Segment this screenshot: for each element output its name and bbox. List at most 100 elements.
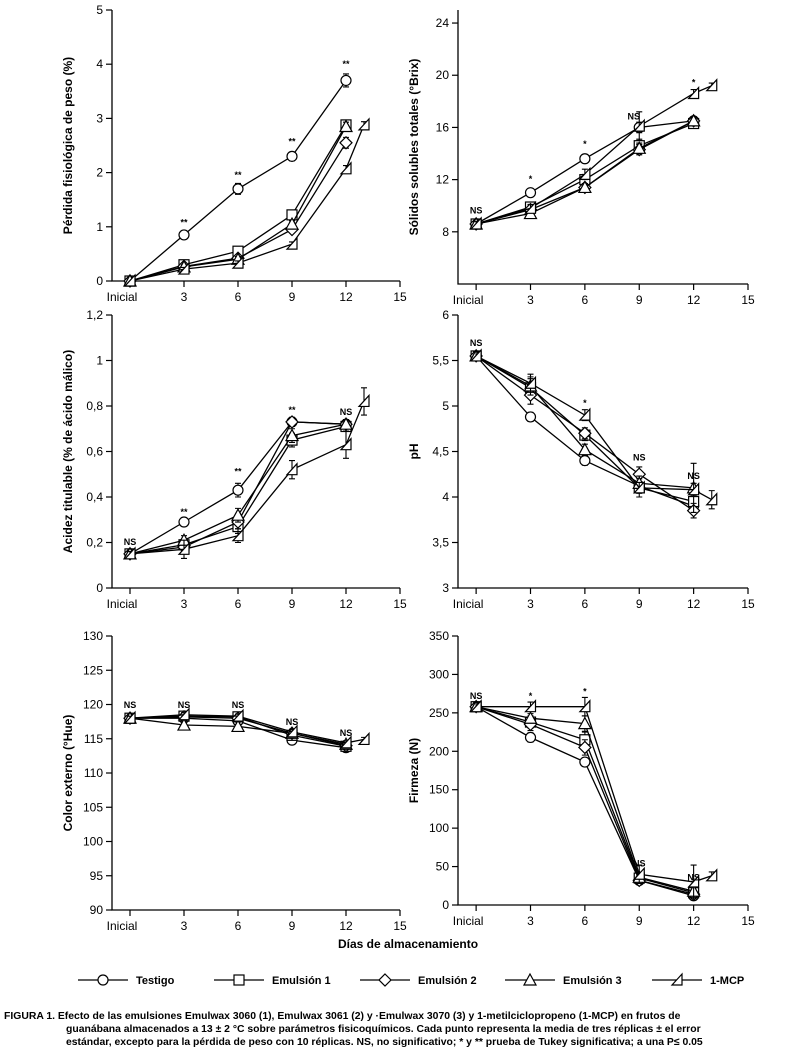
y-tick-label: 8 xyxy=(442,225,449,239)
y-axis-label: Firmeza (N) xyxy=(407,738,421,803)
y-tick-label: 4,5 xyxy=(432,445,449,459)
significance-label: ** xyxy=(288,405,296,415)
halftriangle-marker xyxy=(285,462,298,476)
y-tick-label: 24 xyxy=(436,16,450,30)
significance-label: NS xyxy=(340,407,353,417)
significance-label: * xyxy=(529,174,533,184)
axes xyxy=(457,10,748,285)
halftriangle-marker xyxy=(339,161,352,175)
triangle-marker xyxy=(577,716,592,730)
x-tick-label: 12 xyxy=(687,914,701,928)
significance-label: * xyxy=(583,139,587,149)
y-tick-label: 150 xyxy=(429,783,449,797)
x-tick-label: 3 xyxy=(527,914,534,928)
chart-panel-4: 3 3,5 4 4,5 5 5,5 6 Inicial 3 6 9 12 15 pH NS * NS NS xyxy=(407,308,755,611)
halftriangle-marker xyxy=(469,348,482,362)
halftriangle-marker xyxy=(339,735,352,749)
axes xyxy=(457,636,748,906)
significance-label: NS xyxy=(178,700,191,710)
x-tick-label: 9 xyxy=(289,597,296,611)
axes xyxy=(111,636,400,911)
y-tick-label: 110 xyxy=(84,766,103,780)
diamond-marker xyxy=(339,135,353,150)
x-tick-label: 6 xyxy=(235,597,242,611)
significance-label: * xyxy=(583,686,587,696)
x-tick-label: 15 xyxy=(393,597,407,611)
x-tick-label: 3 xyxy=(527,597,534,611)
significance-label: ** xyxy=(234,170,242,180)
series-line xyxy=(129,401,365,555)
halftriangle-marker xyxy=(632,118,645,132)
x-tick-label: 3 xyxy=(527,293,534,307)
caption-line: FIGURA 1. Efecto de las emulsiones Emulw… xyxy=(4,1011,681,1022)
halftriangle-marker xyxy=(469,216,482,230)
triangle-marker xyxy=(577,180,592,194)
series-emulsi-n-2 xyxy=(469,349,701,519)
circle-marker xyxy=(340,74,352,87)
x-tick-label: 3 xyxy=(181,919,188,933)
y-tick-label: 1 xyxy=(96,220,103,234)
y-axis-label: Acidez titulable (% de ácido málico) xyxy=(61,350,75,553)
chart-panel-6: 0 50 100 150 200 250 300 350 Inicial 3 6 9 12 15 Firme… xyxy=(407,629,755,928)
x-tick-label: 12 xyxy=(339,597,353,611)
x-tick-label: 3 xyxy=(181,597,188,611)
x-tick-label: Inicial xyxy=(107,597,138,611)
y-tick-label: 100 xyxy=(429,821,449,835)
circle-marker xyxy=(524,731,537,744)
x-tick-label: 15 xyxy=(741,914,755,928)
legend-label: Emulsión 3 xyxy=(563,975,622,987)
square-marker xyxy=(233,974,245,986)
y-tick-label: 4 xyxy=(96,57,103,71)
y-axis-label: Sólidos solubles totales (°Brix) xyxy=(407,59,421,236)
circle-marker xyxy=(178,516,190,528)
y-tick-label: 300 xyxy=(429,667,449,681)
halftriangle-marker xyxy=(177,261,190,275)
significance-label: NS xyxy=(232,700,245,710)
triangle-marker xyxy=(284,216,300,230)
significance-label: NS xyxy=(628,112,641,122)
halftriangle-marker xyxy=(469,699,482,713)
halftriangle-marker xyxy=(357,117,370,131)
significance-label: * xyxy=(583,398,587,408)
significance-label: NS xyxy=(470,691,483,701)
diamond-marker xyxy=(578,740,592,755)
x-tick-label: 6 xyxy=(582,597,589,611)
y-tick-label: 0,4 xyxy=(86,490,103,504)
x-axis-title: Días de almacenamiento xyxy=(338,937,478,951)
circle-marker xyxy=(524,187,537,199)
legend-item-5: 1-MCP xyxy=(652,972,744,987)
significance-label: ** xyxy=(288,136,296,146)
halftriangle-marker xyxy=(524,200,537,214)
legend-label: Emulsión 1 xyxy=(272,975,331,987)
halftriangle-marker xyxy=(357,731,370,746)
x-tick-label: 15 xyxy=(741,597,755,611)
x-tick-label: 12 xyxy=(339,290,353,304)
y-tick-label: 6 xyxy=(442,308,449,322)
legend-item-2: Emulsión 1 xyxy=(214,974,331,987)
circle-marker xyxy=(232,484,244,496)
halftriangle-marker xyxy=(578,699,591,713)
series-emulsi-n-3 xyxy=(469,699,701,898)
x-tick-label: Inicial xyxy=(453,293,484,307)
y-tick-label: 350 xyxy=(429,629,449,643)
x-tick-label: 9 xyxy=(636,597,643,611)
y-tick-label: 16 xyxy=(436,120,450,134)
x-tick-label: Inicial xyxy=(453,597,484,611)
y-axis-label: Pérdida fisiológica de peso (%) xyxy=(61,57,75,234)
y-tick-label: 0 xyxy=(96,581,103,595)
y-tick-label: 0 xyxy=(96,274,103,288)
significance-label: NS xyxy=(633,453,646,463)
series-line xyxy=(129,714,365,744)
x-tick-label: 6 xyxy=(235,919,242,933)
triangle-marker xyxy=(230,719,246,733)
y-tick-label: 125 xyxy=(83,663,103,677)
significance-label: * xyxy=(529,691,533,701)
halftriangle-marker xyxy=(177,541,190,555)
halftriangle-marker xyxy=(123,710,136,724)
triangle-marker xyxy=(632,141,647,154)
x-tick-label: 12 xyxy=(687,293,701,307)
x-tick-label: 6 xyxy=(582,293,589,307)
x-tick-label: Inicial xyxy=(107,290,138,304)
